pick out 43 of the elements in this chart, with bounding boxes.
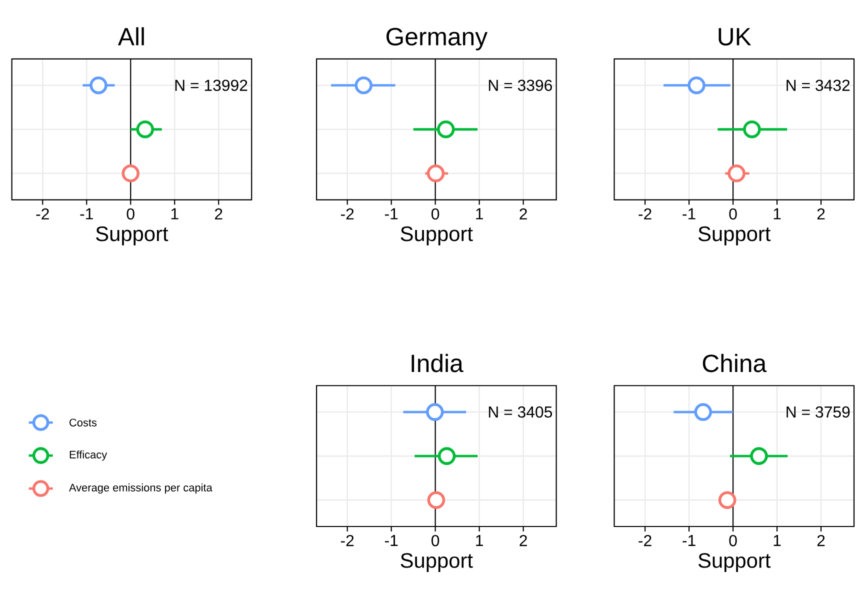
chart-title: India — [412, 354, 464, 372]
x-tick-label: 0 — [729, 208, 737, 220]
x-tick-label: -2 — [340, 208, 354, 220]
x-tick-label: 0 — [432, 208, 440, 220]
x-tick-label: 1 — [476, 534, 483, 546]
x-axis-title: Support — [96, 226, 168, 246]
chart-title: Germany — [386, 28, 488, 50]
x-tick-label: -1 — [682, 534, 696, 546]
annotation: N = 3396 — [488, 80, 552, 91]
x-tick-label: -1 — [80, 208, 93, 220]
x-axis-title: Support — [400, 552, 473, 572]
x-tick-label: -1 — [384, 534, 398, 546]
annotation: N = 3432 — [786, 80, 850, 91]
x-tick-label: 2 — [214, 208, 222, 220]
x-tick-label: 2 — [520, 534, 527, 546]
x-tick-label: 2 — [817, 208, 825, 220]
annotation: N = 3405 — [488, 406, 552, 418]
x-tick-label: 1 — [774, 534, 781, 546]
x-tick-label: 0 — [126, 208, 134, 220]
x-axis-title: Support — [698, 226, 771, 246]
x-tick-label: 1 — [476, 208, 483, 220]
x-tick-label: -1 — [682, 208, 696, 220]
legend-label: Costs — [70, 418, 97, 426]
x-tick-label: -2 — [638, 534, 652, 546]
annotation: N = 13992 — [175, 80, 248, 91]
x-tick-label: 0 — [729, 534, 737, 546]
chart-title: UK — [718, 28, 752, 46]
legend-label: Average emissions per capita — [68, 483, 212, 494]
x-tick-label: 1 — [171, 208, 178, 220]
x-tick-label: -2 — [36, 208, 49, 220]
x-tick-label: 0 — [432, 534, 440, 546]
x-tick-label: -1 — [384, 208, 398, 220]
x-tick-label: 1 — [774, 208, 781, 220]
x-tick-label: 2 — [520, 208, 527, 220]
x-tick-label: 2 — [817, 534, 825, 546]
legend-label: Efficacy — [70, 450, 108, 460]
x-tick-label: -2 — [340, 534, 354, 546]
x-axis-title: Support — [400, 226, 473, 246]
x-tick-label: -2 — [638, 208, 652, 220]
annotation: N = 3759 — [786, 406, 850, 418]
x-axis-title: Support — [698, 552, 771, 572]
chart-title: China — [702, 354, 767, 372]
chart-title: All — [118, 27, 144, 46]
